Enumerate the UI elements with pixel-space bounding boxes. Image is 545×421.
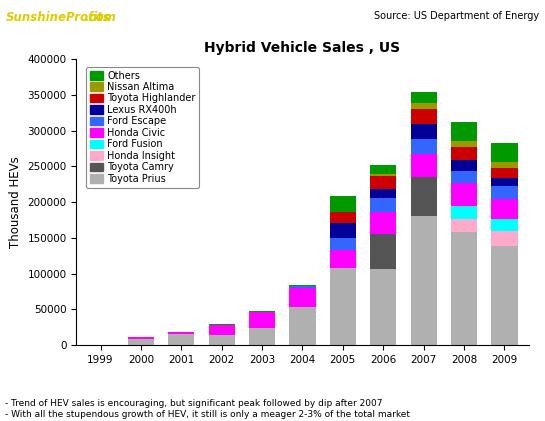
Bar: [370, 234, 396, 269]
Bar: [451, 183, 477, 206]
Bar: [289, 288, 316, 307]
Bar: [451, 141, 477, 147]
Bar: [410, 125, 437, 139]
Bar: [330, 212, 356, 223]
Bar: [491, 198, 518, 219]
Text: - Trend of HEV sales is encouraging, but significant peak followed by dip after : - Trend of HEV sales is encouraging, but…: [5, 400, 410, 419]
Bar: [330, 196, 356, 212]
Bar: [451, 122, 477, 141]
Y-axis label: Thousand HEVs: Thousand HEVs: [9, 156, 22, 248]
Bar: [370, 174, 396, 176]
Bar: [330, 223, 356, 238]
Bar: [209, 324, 235, 325]
Bar: [289, 285, 316, 288]
Bar: [451, 171, 477, 183]
Bar: [451, 160, 477, 171]
Bar: [209, 325, 235, 335]
Bar: [168, 334, 195, 345]
Bar: [451, 219, 477, 232]
Bar: [209, 335, 235, 345]
Bar: [330, 250, 356, 268]
Bar: [128, 338, 154, 345]
Bar: [410, 155, 437, 177]
Text: .com: .com: [84, 11, 116, 24]
Bar: [289, 307, 316, 345]
Bar: [168, 333, 195, 334]
Bar: [491, 168, 518, 178]
Bar: [491, 162, 518, 168]
Bar: [128, 337, 154, 338]
Bar: [410, 103, 437, 109]
Bar: [410, 139, 437, 155]
Bar: [370, 189, 396, 198]
Bar: [451, 147, 477, 160]
Bar: [370, 212, 396, 234]
Bar: [410, 216, 437, 345]
Bar: [491, 187, 518, 198]
Text: Source: US Department of Energy: Source: US Department of Energy: [374, 11, 540, 21]
Text: SunshineProfits: SunshineProfits: [5, 11, 110, 24]
Bar: [491, 246, 518, 345]
Bar: [451, 232, 477, 345]
Bar: [249, 328, 275, 345]
Bar: [491, 143, 518, 162]
Bar: [370, 269, 396, 345]
Bar: [410, 177, 437, 216]
Bar: [370, 165, 396, 174]
Bar: [410, 91, 437, 103]
Bar: [410, 109, 437, 125]
Bar: [491, 232, 518, 246]
Bar: [249, 312, 275, 328]
Bar: [370, 198, 396, 212]
Title: Hybrid Vehicle Sales , US: Hybrid Vehicle Sales , US: [204, 41, 401, 55]
Bar: [451, 206, 477, 219]
Bar: [330, 238, 356, 250]
Bar: [249, 311, 275, 312]
Bar: [370, 176, 396, 189]
Bar: [491, 219, 518, 232]
Legend: Others, Nissan Altima, Toyota Highlander, Lexus RX400h, Ford Escape, Honda Civic: Others, Nissan Altima, Toyota Highlander…: [86, 67, 199, 188]
Bar: [491, 178, 518, 187]
Bar: [330, 268, 356, 345]
